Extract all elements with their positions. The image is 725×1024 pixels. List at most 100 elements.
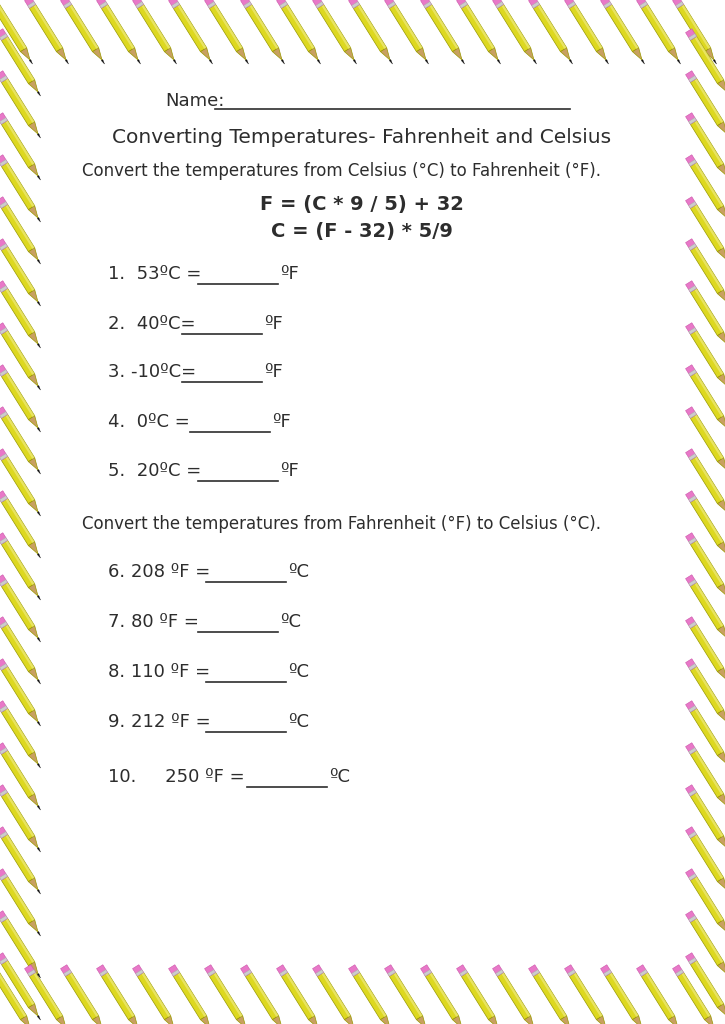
Polygon shape: [496, 2, 504, 8]
Polygon shape: [502, 973, 531, 1017]
Polygon shape: [37, 848, 41, 852]
Polygon shape: [560, 48, 570, 60]
Polygon shape: [29, 4, 62, 51]
Polygon shape: [0, 538, 7, 544]
Polygon shape: [102, 59, 104, 65]
Polygon shape: [37, 470, 41, 474]
Polygon shape: [1, 709, 35, 756]
Polygon shape: [718, 836, 725, 848]
Polygon shape: [5, 541, 35, 585]
Polygon shape: [137, 59, 141, 65]
Polygon shape: [686, 155, 697, 166]
Polygon shape: [645, 973, 675, 1017]
Polygon shape: [28, 164, 38, 176]
Polygon shape: [0, 281, 7, 292]
Polygon shape: [0, 706, 7, 713]
Polygon shape: [169, 965, 180, 976]
Polygon shape: [28, 1004, 38, 1016]
Polygon shape: [353, 59, 357, 65]
Polygon shape: [70, 973, 99, 1017]
Polygon shape: [137, 973, 170, 1020]
Polygon shape: [0, 454, 7, 460]
Polygon shape: [690, 625, 724, 672]
Polygon shape: [37, 890, 41, 894]
Polygon shape: [489, 1016, 498, 1024]
Polygon shape: [0, 973, 27, 1017]
Polygon shape: [641, 59, 645, 65]
Text: ºF: ºF: [264, 362, 283, 381]
Polygon shape: [0, 244, 7, 250]
Polygon shape: [689, 580, 697, 587]
Polygon shape: [388, 970, 396, 976]
Polygon shape: [610, 4, 639, 49]
Polygon shape: [200, 1016, 210, 1024]
Polygon shape: [569, 973, 602, 1020]
Polygon shape: [695, 709, 724, 753]
Polygon shape: [718, 962, 725, 974]
Polygon shape: [537, 973, 567, 1017]
Polygon shape: [28, 290, 38, 302]
Polygon shape: [0, 496, 7, 502]
Polygon shape: [718, 164, 725, 176]
Polygon shape: [236, 48, 246, 60]
Polygon shape: [204, 0, 215, 8]
Polygon shape: [529, 0, 539, 8]
Polygon shape: [1, 667, 35, 714]
Polygon shape: [28, 542, 38, 554]
Polygon shape: [315, 970, 323, 976]
Polygon shape: [705, 1016, 714, 1024]
Polygon shape: [718, 710, 725, 722]
Polygon shape: [689, 831, 697, 839]
Polygon shape: [321, 4, 351, 49]
Polygon shape: [632, 48, 642, 60]
Polygon shape: [460, 970, 468, 976]
Polygon shape: [37, 301, 41, 306]
Polygon shape: [1, 835, 35, 882]
Polygon shape: [423, 2, 431, 8]
Polygon shape: [25, 965, 36, 976]
Polygon shape: [0, 76, 7, 82]
Polygon shape: [99, 970, 107, 976]
Polygon shape: [686, 910, 697, 923]
Polygon shape: [690, 709, 724, 756]
Polygon shape: [96, 965, 107, 976]
Polygon shape: [308, 48, 318, 60]
Polygon shape: [690, 36, 724, 84]
Polygon shape: [573, 973, 602, 1017]
Polygon shape: [0, 700, 7, 713]
Polygon shape: [686, 449, 697, 460]
Polygon shape: [28, 626, 38, 638]
Polygon shape: [713, 59, 716, 65]
Polygon shape: [461, 973, 494, 1020]
Polygon shape: [637, 0, 647, 8]
Polygon shape: [690, 121, 724, 168]
Polygon shape: [497, 4, 531, 51]
Polygon shape: [249, 973, 278, 1017]
Polygon shape: [686, 952, 697, 965]
Polygon shape: [28, 584, 38, 596]
Polygon shape: [465, 973, 494, 1017]
Polygon shape: [690, 163, 724, 210]
Polygon shape: [695, 667, 724, 711]
Polygon shape: [394, 4, 423, 49]
Polygon shape: [690, 751, 724, 798]
Polygon shape: [568, 970, 576, 976]
Polygon shape: [0, 952, 7, 965]
Polygon shape: [426, 973, 459, 1020]
Polygon shape: [676, 970, 684, 976]
Polygon shape: [0, 616, 7, 629]
Polygon shape: [169, 0, 180, 8]
Polygon shape: [37, 133, 41, 138]
Polygon shape: [689, 370, 697, 376]
Polygon shape: [565, 0, 576, 8]
Polygon shape: [207, 2, 215, 8]
Polygon shape: [173, 4, 207, 51]
Polygon shape: [344, 1016, 354, 1024]
Polygon shape: [632, 1016, 642, 1024]
Text: Name:: Name:: [165, 92, 224, 110]
Polygon shape: [689, 915, 697, 923]
Polygon shape: [0, 197, 7, 208]
Polygon shape: [210, 973, 243, 1020]
Polygon shape: [718, 668, 725, 680]
Polygon shape: [353, 973, 386, 1020]
